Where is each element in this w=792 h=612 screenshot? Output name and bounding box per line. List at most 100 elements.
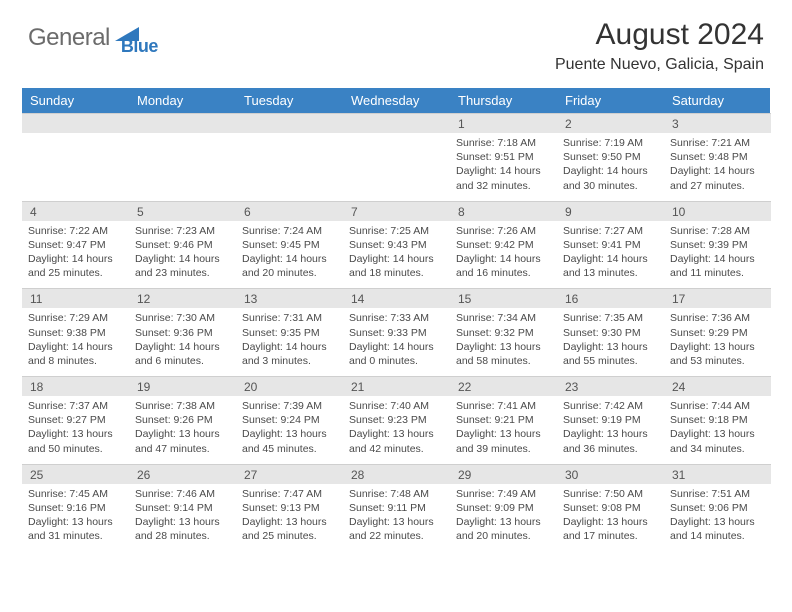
- sunrise-text: Sunrise: 7:50 AM: [563, 487, 658, 501]
- weekday-label: Friday: [557, 88, 664, 113]
- header: General Blue August 2024 Puente Nuevo, G…: [0, 0, 792, 82]
- sunset-text: Sunset: 9:36 PM: [135, 326, 230, 340]
- sunset-text: Sunset: 9:14 PM: [135, 501, 230, 515]
- month-title: August 2024: [555, 18, 764, 52]
- sunrise-text: Sunrise: 7:28 AM: [670, 224, 765, 238]
- day-number: 23: [557, 376, 664, 396]
- day-info: [236, 133, 343, 201]
- sunrise-text: Sunrise: 7:45 AM: [28, 487, 123, 501]
- day-info: Sunrise: 7:31 AMSunset: 9:35 PMDaylight:…: [236, 308, 343, 376]
- sunrise-text: Sunrise: 7:46 AM: [135, 487, 230, 501]
- sunrise-text: Sunrise: 7:29 AM: [28, 311, 123, 325]
- sunset-text: Sunset: 9:33 PM: [349, 326, 444, 340]
- weekday-label: Saturday: [664, 88, 771, 113]
- day-number: 3: [664, 113, 771, 133]
- day-number: [22, 113, 129, 133]
- sunset-text: Sunset: 9:51 PM: [456, 150, 551, 164]
- sunset-text: Sunset: 9:23 PM: [349, 413, 444, 427]
- weekday-label: Monday: [129, 88, 236, 113]
- daylight-text: Daylight: 14 hours and 11 minutes.: [670, 252, 765, 280]
- sunset-text: Sunset: 9:18 PM: [670, 413, 765, 427]
- sunset-text: Sunset: 9:24 PM: [242, 413, 337, 427]
- day-number: 31: [664, 464, 771, 484]
- sunset-text: Sunset: 9:45 PM: [242, 238, 337, 252]
- sunrise-text: Sunrise: 7:34 AM: [456, 311, 551, 325]
- week-info-row: Sunrise: 7:29 AMSunset: 9:38 PM Daylight:…: [22, 308, 770, 376]
- daylight-text: Daylight: 14 hours and 16 minutes.: [456, 252, 551, 280]
- day-info: Sunrise: 7:33 AMSunset: 9:33 PMDaylight:…: [343, 308, 450, 376]
- sunset-text: Sunset: 9:30 PM: [563, 326, 658, 340]
- day-number: 10: [664, 201, 771, 221]
- day-number: 15: [450, 288, 557, 308]
- daylight-text: Daylight: 13 hours and 42 minutes.: [349, 427, 444, 455]
- weekday-label: Thursday: [450, 88, 557, 113]
- day-info: Sunrise: 7:35 AMSunset: 9:30 PMDaylight:…: [557, 308, 664, 376]
- daylight-text: Daylight: 14 hours and 18 minutes.: [349, 252, 444, 280]
- day-number: 13: [236, 288, 343, 308]
- calendar: SundayMondayTuesdayWednesdayThursdayFrid…: [22, 88, 770, 551]
- weekday-label: Sunday: [22, 88, 129, 113]
- day-info: Sunrise: 7:34 AMSunset: 9:32 PMDaylight:…: [450, 308, 557, 376]
- sunrise-text: Sunrise: 7:51 AM: [670, 487, 765, 501]
- day-info: Sunrise: 7:29 AMSunset: 9:38 PMDaylight:…: [22, 308, 129, 376]
- daylight-text: Daylight: 14 hours and 3 minutes.: [242, 340, 337, 368]
- sunrise-text: Sunrise: 7:24 AM: [242, 224, 337, 238]
- sunset-text: Sunset: 9:16 PM: [28, 501, 123, 515]
- daylight-text: Daylight: 13 hours and 39 minutes.: [456, 427, 551, 455]
- sunrise-text: Sunrise: 7:41 AM: [456, 399, 551, 413]
- daylight-text: Daylight: 13 hours and 34 minutes.: [670, 427, 765, 455]
- sunset-text: Sunset: 9:27 PM: [28, 413, 123, 427]
- day-info: Sunrise: 7:39 AMSunset: 9:24 PMDaylight:…: [236, 396, 343, 464]
- daylight-text: Daylight: 14 hours and 0 minutes.: [349, 340, 444, 368]
- day-info: [129, 133, 236, 201]
- day-number: [236, 113, 343, 133]
- sunrise-text: Sunrise: 7:36 AM: [670, 311, 765, 325]
- day-info: Sunrise: 7:49 AMSunset: 9:09 PMDaylight:…: [450, 484, 557, 552]
- daylight-text: Daylight: 13 hours and 47 minutes.: [135, 427, 230, 455]
- sunset-text: Sunset: 9:35 PM: [242, 326, 337, 340]
- day-number: 9: [557, 201, 664, 221]
- week-daynum-row: 45678910: [22, 201, 770, 221]
- day-number: 18: [22, 376, 129, 396]
- week-daynum-row: 11121314151617: [22, 288, 770, 308]
- sunset-text: Sunset: 9:09 PM: [456, 501, 551, 515]
- week-daynum-row: 18192021222324: [22, 376, 770, 396]
- week-info-row: Sunrise: 7:37 AMSunset: 9:27 PMDaylight:…: [22, 396, 770, 464]
- day-info: Sunrise: 7:24 AMSunset: 9:45 PMDaylight:…: [236, 221, 343, 289]
- day-number: 5: [129, 201, 236, 221]
- day-number: 25: [22, 464, 129, 484]
- sunrise-text: Sunrise: 7:40 AM: [349, 399, 444, 413]
- sunrise-text: Sunrise: 7:25 AM: [349, 224, 444, 238]
- daylight-text: Daylight: 14 hours and 13 minutes.: [563, 252, 658, 280]
- day-number: 26: [129, 464, 236, 484]
- day-info: Sunrise: 7:37 AMSunset: 9:27 PMDaylight:…: [22, 396, 129, 464]
- sunset-text: Sunset: 9:13 PM: [242, 501, 337, 515]
- day-info: Sunrise: 7:23 AMSunset: 9:46 PMDaylight:…: [129, 221, 236, 289]
- week-info-row: Sunrise: 7:45 AMSunset: 9:16 PM Daylight:…: [22, 484, 770, 552]
- day-number: 11: [22, 288, 129, 308]
- sunrise-text: Sunrise: 7:31 AM: [242, 311, 337, 325]
- day-number: 19: [129, 376, 236, 396]
- day-number: 20: [236, 376, 343, 396]
- day-number: [343, 113, 450, 133]
- sunset-text: Sunset: 9:47 PM: [28, 238, 123, 252]
- daylight-text: Daylight: 14 hours and 32 minutes.: [456, 164, 551, 192]
- sunrise-text: Sunrise: 7:30 AM: [135, 311, 230, 325]
- logo: General Blue: [28, 18, 158, 57]
- weekday-header: SundayMondayTuesdayWednesdayThursdayFrid…: [22, 88, 770, 113]
- daylight-text: Daylight: 13 hours and 20 minutes.: [456, 515, 551, 543]
- sunset-text: Sunset: 9:38 PM: [28, 326, 123, 340]
- day-info: Sunrise: 7:48 AMSunset: 9:11 PMDaylight:…: [343, 484, 450, 552]
- daylight-text: Daylight: 13 hours and 55 minutes.: [563, 340, 658, 368]
- day-info: Sunrise: 7:26 AMSunset: 9:42 PMDaylight:…: [450, 221, 557, 289]
- daylight-text: Daylight: 13 hours and 36 minutes.: [563, 427, 658, 455]
- title-block: August 2024 Puente Nuevo, Galicia, Spain: [555, 18, 764, 74]
- day-info: [22, 133, 129, 201]
- day-number: 2: [557, 113, 664, 133]
- sunset-text: Sunset: 9:50 PM: [563, 150, 658, 164]
- sunrise-text: Sunrise: 7:23 AM: [135, 224, 230, 238]
- day-number: [129, 113, 236, 133]
- daylight-text: Daylight: 14 hours and 30 minutes.: [563, 164, 658, 192]
- sunset-text: Sunset: 9:21 PM: [456, 413, 551, 427]
- sunset-text: Sunset: 9:29 PM: [670, 326, 765, 340]
